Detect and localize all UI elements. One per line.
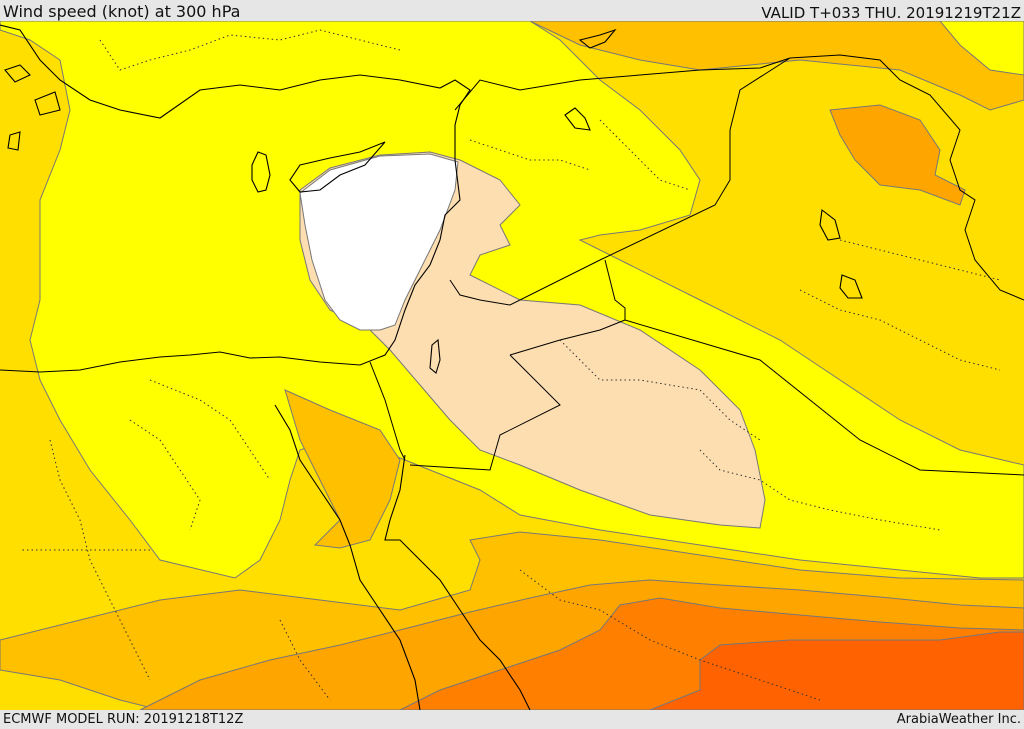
lake-northeast bbox=[578, 28, 617, 49]
band-amber-redsea bbox=[284, 389, 401, 549]
border-saudi-iraq bbox=[624, 319, 1024, 476]
band-white-core bbox=[299, 153, 459, 331]
footer-bar: ECMWF MODEL RUN: 20191218T12Z ArabiaWeat… bbox=[0, 710, 1024, 729]
coastline-aegean-islands bbox=[4, 64, 61, 151]
province-boundaries bbox=[20, 29, 1001, 701]
coastline-island bbox=[251, 151, 271, 193]
band-orange-northeast bbox=[829, 104, 966, 206]
border-iraq-syria bbox=[449, 57, 791, 306]
border-iran bbox=[789, 54, 1024, 301]
valid-time: VALID T+033 THU. 20191219T21Z bbox=[761, 4, 1021, 22]
band-amber-northeast bbox=[529, 21, 1024, 111]
lake-central bbox=[564, 107, 591, 131]
coastline-red-sea-east bbox=[384, 454, 531, 710]
coastline-cyprus bbox=[289, 141, 386, 193]
wind-speed-map bbox=[0, 21, 1024, 710]
lake-iraq bbox=[819, 208, 841, 241]
border-jordan bbox=[409, 354, 561, 471]
coastline-mediterranean bbox=[0, 24, 471, 373]
credit-label: ArabiaWeather Inc. bbox=[896, 712, 1021, 727]
model-run-label: ECMWF MODEL RUN: 20191218T12Z bbox=[3, 712, 244, 727]
band-red-orange bbox=[649, 631, 1024, 710]
coastline-red-sea bbox=[274, 404, 421, 710]
border-egypt-israel bbox=[369, 361, 406, 461]
map-title: Wind speed (knot) at 300 hPa bbox=[3, 2, 241, 21]
lake-iraq-south bbox=[839, 274, 863, 299]
band-yellow-northeast bbox=[939, 21, 1024, 76]
coastline-dead-sea bbox=[429, 338, 441, 374]
header-bar: Wind speed (knot) at 300 hPa VALID T+033… bbox=[0, 0, 1024, 22]
